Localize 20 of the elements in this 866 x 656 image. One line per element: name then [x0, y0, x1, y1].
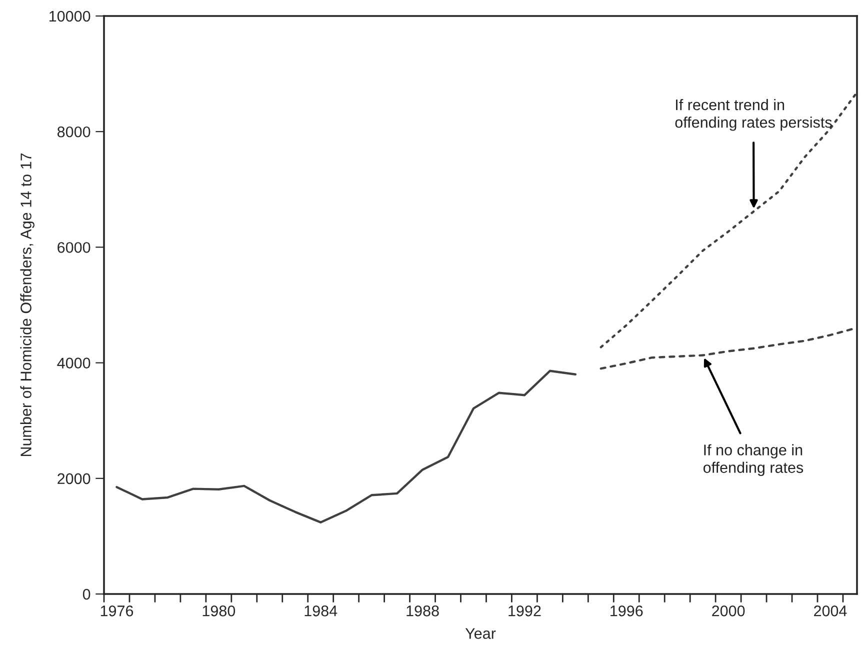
x-tick-label: 2004 [814, 606, 847, 616]
line-series [600, 92, 857, 348]
y-tick-label: 10000 [49, 10, 90, 22]
x-tick-label: 1984 [304, 606, 338, 616]
y-axis-title: Number of Homicide Offenders, Age 14 to 17 [20, 153, 34, 456]
x-tick-label: 1980 [202, 606, 236, 616]
x-tick-label: 1976 [100, 606, 134, 616]
x-tick-label: 1988 [406, 606, 439, 616]
x-tick-label: 1996 [610, 606, 643, 616]
annotation: If recent trend in offending rates persists [675, 99, 832, 131]
x-axis-title: Year [465, 628, 496, 639]
annotation: If no change in offending rates [703, 444, 804, 476]
y-tick-label: 0 [82, 588, 90, 600]
y-tick-label: 6000 [58, 242, 90, 253]
y-tick-label: 8000 [57, 126, 90, 138]
line-series [116, 370, 577, 524]
x-tick-label: 2000 [712, 606, 745, 616]
x-tick-label: 1992 [508, 606, 541, 616]
y-tick-label: 4000 [57, 358, 90, 368]
y-tick-label: 2000 [58, 473, 90, 484]
